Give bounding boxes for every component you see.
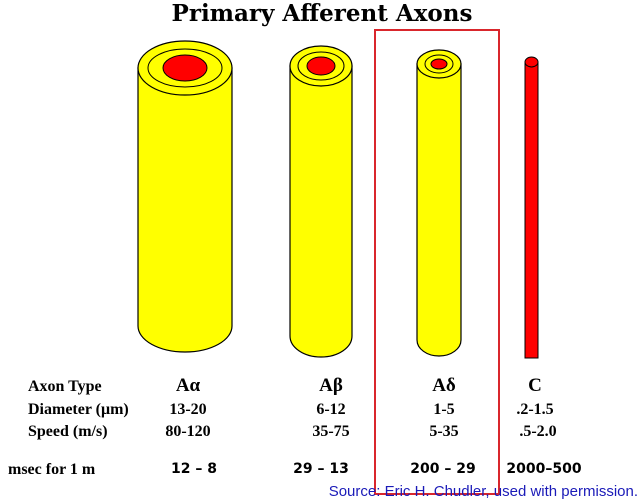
page-title: Primary Afferent Axons: [171, 0, 473, 27]
diameter-a-delta: 1-5: [433, 401, 455, 418]
axon-a-delta-drawing: [416, 49, 462, 357]
axon-type-c: C: [528, 375, 542, 396]
speed-a-delta: 5-35: [429, 423, 459, 440]
msec-a-delta: 200 – 29: [410, 461, 476, 477]
axon-type-label: Axon Type: [28, 378, 102, 395]
source-credit: Source: Eric H. Chudler, used with permi…: [328, 483, 638, 500]
axon-type-a-beta: Aβ: [319, 375, 343, 396]
axon-a-beta-drawing: [289, 45, 353, 358]
axon-a-alpha-drawing: [137, 40, 233, 353]
msec-a-alpha: 12 – 8: [171, 461, 217, 477]
msec-label: msec for 1 m: [8, 461, 96, 478]
diameter-label: Diameter (μm): [28, 401, 129, 418]
diameter-a-beta: 6-12: [316, 401, 346, 418]
highlight-box: [374, 29, 500, 495]
msec-a-beta: 29 – 13: [293, 461, 349, 477]
diameter-c: .2-1.5: [516, 401, 554, 418]
axon-c-drawing: [524, 56, 539, 359]
speed-c: .5-2.0: [519, 423, 557, 440]
speed-a-beta: 35-75: [312, 423, 350, 440]
speed-a-alpha: 80-120: [165, 423, 211, 440]
diameter-a-alpha: 13-20: [169, 401, 207, 418]
speed-label: Speed (m/s): [28, 423, 108, 440]
msec-c: 2000–500: [506, 461, 582, 477]
axon-type-a-delta: Aδ: [432, 375, 456, 396]
axon-type-a-alpha: Aα: [175, 375, 201, 396]
